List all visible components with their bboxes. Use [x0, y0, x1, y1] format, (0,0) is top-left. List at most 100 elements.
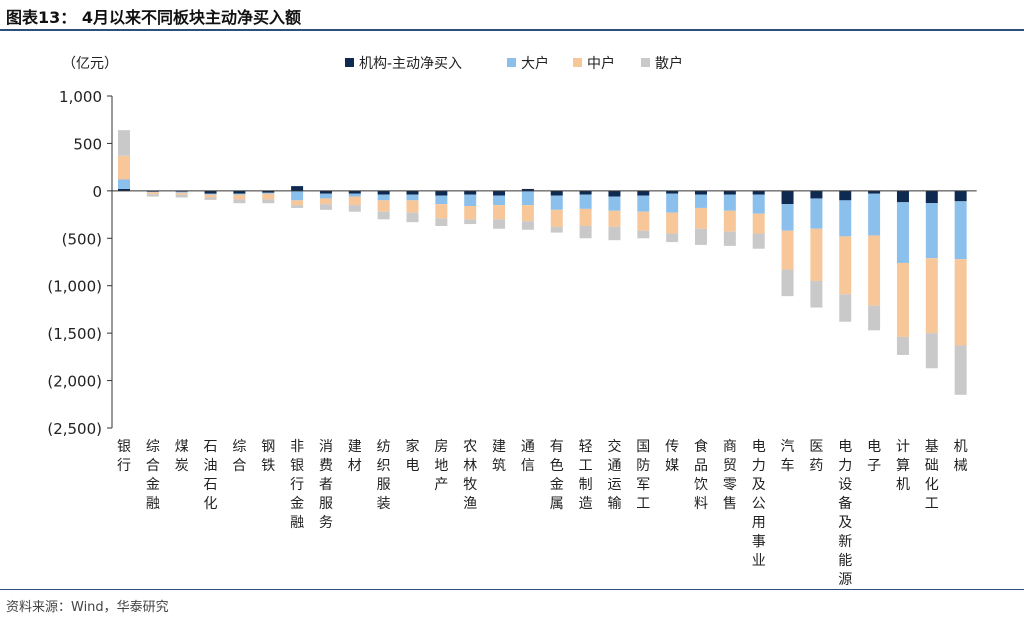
- bar-segment: [146, 192, 159, 195]
- bar-segment: [752, 194, 765, 214]
- bar-segment: [925, 258, 938, 334]
- x-tick-label: 汽车: [781, 439, 795, 474]
- bar-segment: [291, 186, 304, 191]
- bar-segment: [319, 193, 332, 199]
- x-tick-label: 综合金融: [146, 439, 160, 512]
- bar-segment: [810, 228, 823, 281]
- x-tick-label: 商贸零售: [723, 439, 737, 512]
- bar-segment: [637, 230, 650, 239]
- bar-segment: [954, 259, 967, 346]
- bar-segment: [348, 193, 361, 197]
- bar-segment: [175, 192, 188, 195]
- bar-segment: [377, 200, 390, 212]
- x-tick-label: 钢铁: [261, 439, 275, 474]
- footer-rule: [0, 589, 1024, 590]
- bar-segment: [291, 190, 304, 201]
- bar-segment: [810, 198, 823, 229]
- bar-segment: [118, 179, 130, 189]
- bar-segment: [608, 196, 621, 211]
- x-tick-label: 房地产: [434, 439, 448, 493]
- bar-segment: [868, 193, 881, 236]
- bar-segment: [695, 228, 707, 245]
- x-tick-label: 电力及公用事业: [752, 439, 766, 569]
- x-tick-label: 基础化工: [925, 438, 939, 512]
- x-tick-label: 交通运输: [607, 438, 621, 512]
- bar-segment: [464, 190, 477, 195]
- bar-segment: [839, 190, 852, 201]
- bar-segment: [262, 199, 275, 204]
- bar-segment: [723, 190, 736, 195]
- x-tick-label: 轻工制造: [579, 439, 593, 512]
- x-tick-label: 医药: [809, 439, 823, 474]
- legend-swatch: [345, 58, 354, 67]
- legend-entry: 大户: [521, 55, 549, 72]
- bar-segment: [262, 192, 275, 194]
- bar-segment: [666, 190, 679, 194]
- bar-segment: [493, 205, 506, 220]
- x-tick-label: 国防军工: [636, 439, 650, 512]
- bar-segment: [521, 190, 534, 206]
- bar-segment: [175, 191, 188, 193]
- x-tick-label: 通信: [521, 439, 535, 474]
- x-tick-label: 综合: [232, 439, 246, 474]
- bar-segment: [521, 188, 534, 191]
- bar-segment: [377, 194, 390, 201]
- x-tick-label: 消费者服务: [319, 439, 333, 531]
- stacked-bar-chart: （亿元） 机构-主动净买入 大户 中户 散户 1,000 500 0 (500) (1,000…: [47, 55, 977, 588]
- bar-segment: [608, 190, 621, 197]
- bars: [112, 130, 977, 395]
- legend: 机构-主动净买入 大户 中户 散户: [345, 55, 683, 72]
- bar-segment: [839, 200, 852, 237]
- legend-swatch: [573, 58, 582, 67]
- x-tick-label: 有色金属: [550, 439, 564, 512]
- y-tick-label: 1,000: [59, 88, 102, 106]
- bar-segment: [377, 211, 390, 220]
- bar-segment: [752, 190, 765, 195]
- x-tick-label: 银行: [117, 439, 131, 474]
- x-tick-label: 食品饮料: [694, 438, 708, 512]
- bar-segment: [319, 198, 332, 205]
- bar-segment: [954, 201, 967, 260]
- bar-segment: [579, 208, 592, 226]
- bar-segment: [781, 269, 794, 297]
- bar-segment: [464, 194, 477, 207]
- x-tick-label: 计算机: [896, 439, 910, 493]
- bar-segment: [550, 195, 563, 210]
- bar-segment: [377, 190, 390, 195]
- bar-segment: [118, 188, 130, 191]
- x-tick-label: 电子: [867, 439, 881, 474]
- bar-segment: [464, 219, 477, 225]
- bar-segment: [896, 190, 909, 203]
- bar-segment: [204, 190, 217, 194]
- bar-segment: [637, 211, 650, 231]
- y-axis: 1,000 500 0 (500) (1,000) (1,500) (2,000) (2,50…: [47, 88, 113, 438]
- bar-segment: [781, 190, 794, 205]
- bar-segment: [262, 193, 275, 200]
- x-tick-label: 电力设备及新能源: [838, 439, 852, 588]
- bar-segment: [781, 204, 794, 231]
- bar-segment: [868, 190, 881, 194]
- bar-segment: [435, 190, 448, 196]
- bar-segment: [118, 155, 130, 180]
- bar-segment: [204, 197, 217, 200]
- legend-entry: 中户: [587, 55, 615, 72]
- bar-segment: [233, 190, 246, 194]
- bar-segment: [695, 190, 707, 195]
- bar-segment: [146, 191, 159, 193]
- y-tick-label: (2,000): [47, 373, 102, 391]
- bar-segment: [579, 194, 592, 209]
- bar-segment: [550, 209, 563, 227]
- bar-segment: [521, 205, 534, 222]
- bar-segment: [810, 280, 823, 308]
- bar-segment: [550, 226, 563, 233]
- unit-label: （亿元）: [62, 56, 118, 72]
- bar-segment: [925, 190, 938, 204]
- bar-segment: [954, 345, 967, 395]
- page-title: 图表13： 4月以来不同板块主动净买入额: [6, 8, 301, 27]
- bar-segment: [521, 221, 534, 230]
- x-tick-label: 农林牧渔: [463, 439, 477, 512]
- bar-segment: [925, 203, 938, 259]
- bar-segment: [319, 190, 332, 194]
- bar-segment: [435, 195, 448, 205]
- title-rule: [0, 29, 1024, 31]
